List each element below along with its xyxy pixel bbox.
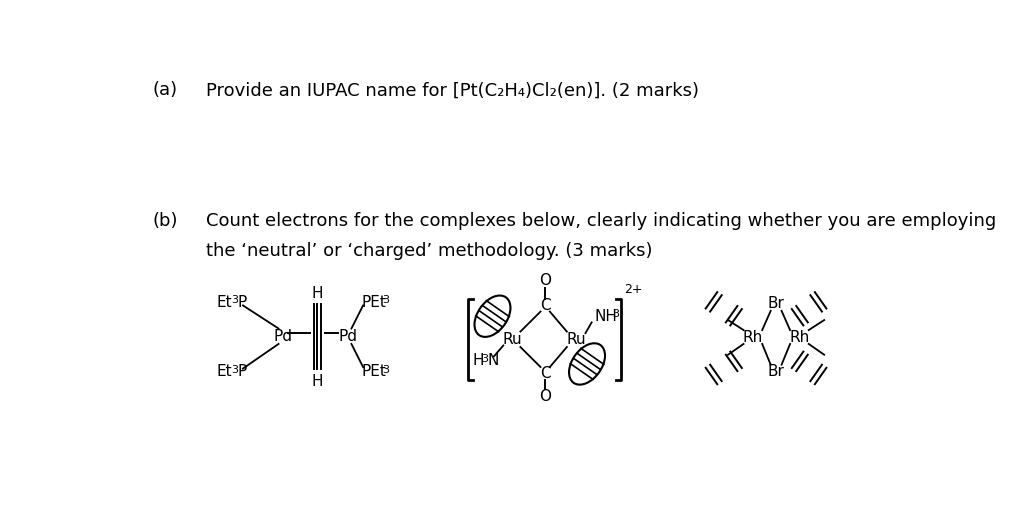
Text: 3: 3 (613, 309, 619, 319)
Text: Provide an IUPAC name for [Pt(C₂H₄)Cl₂(en)]. (2 marks): Provide an IUPAC name for [Pt(C₂H₄)Cl₂(e… (206, 81, 700, 100)
Text: P: P (237, 364, 247, 379)
Text: 3: 3 (482, 354, 488, 364)
Text: 3: 3 (231, 365, 238, 375)
Text: Pd: Pd (273, 329, 293, 344)
Text: Br: Br (768, 297, 784, 311)
Text: P: P (237, 295, 247, 310)
Text: Count electrons for the complexes below, clearly indicating whether you are empl: Count electrons for the complexes below,… (206, 212, 997, 230)
Text: H: H (473, 353, 484, 368)
Text: Br: Br (768, 364, 784, 379)
Text: C: C (540, 298, 550, 313)
Text: NH: NH (594, 309, 617, 324)
Text: N: N (488, 353, 499, 368)
Text: 2+: 2+ (624, 283, 643, 296)
Text: Pd: Pd (338, 329, 357, 344)
Text: O: O (539, 389, 551, 404)
Text: C: C (540, 366, 550, 381)
Text: PEt: PEt (361, 364, 386, 379)
Text: H: H (312, 374, 323, 389)
Text: 3: 3 (383, 296, 389, 305)
Text: H: H (312, 286, 323, 301)
Text: (a): (a) (153, 81, 178, 100)
Text: 3: 3 (383, 365, 389, 375)
Text: 3: 3 (231, 296, 238, 305)
Text: Ru: Ru (567, 332, 586, 347)
Text: the ‘neutral’ or ‘charged’ methodology. (3 marks): the ‘neutral’ or ‘charged’ methodology. … (206, 242, 653, 259)
Text: O: O (539, 274, 551, 288)
Text: Et: Et (217, 295, 232, 310)
Text: Et: Et (217, 364, 232, 379)
Text: PEt: PEt (361, 295, 386, 310)
Text: Rh: Rh (789, 330, 809, 344)
Text: Rh: Rh (743, 330, 763, 344)
Text: Ru: Ru (503, 332, 522, 347)
Text: (b): (b) (153, 212, 178, 230)
